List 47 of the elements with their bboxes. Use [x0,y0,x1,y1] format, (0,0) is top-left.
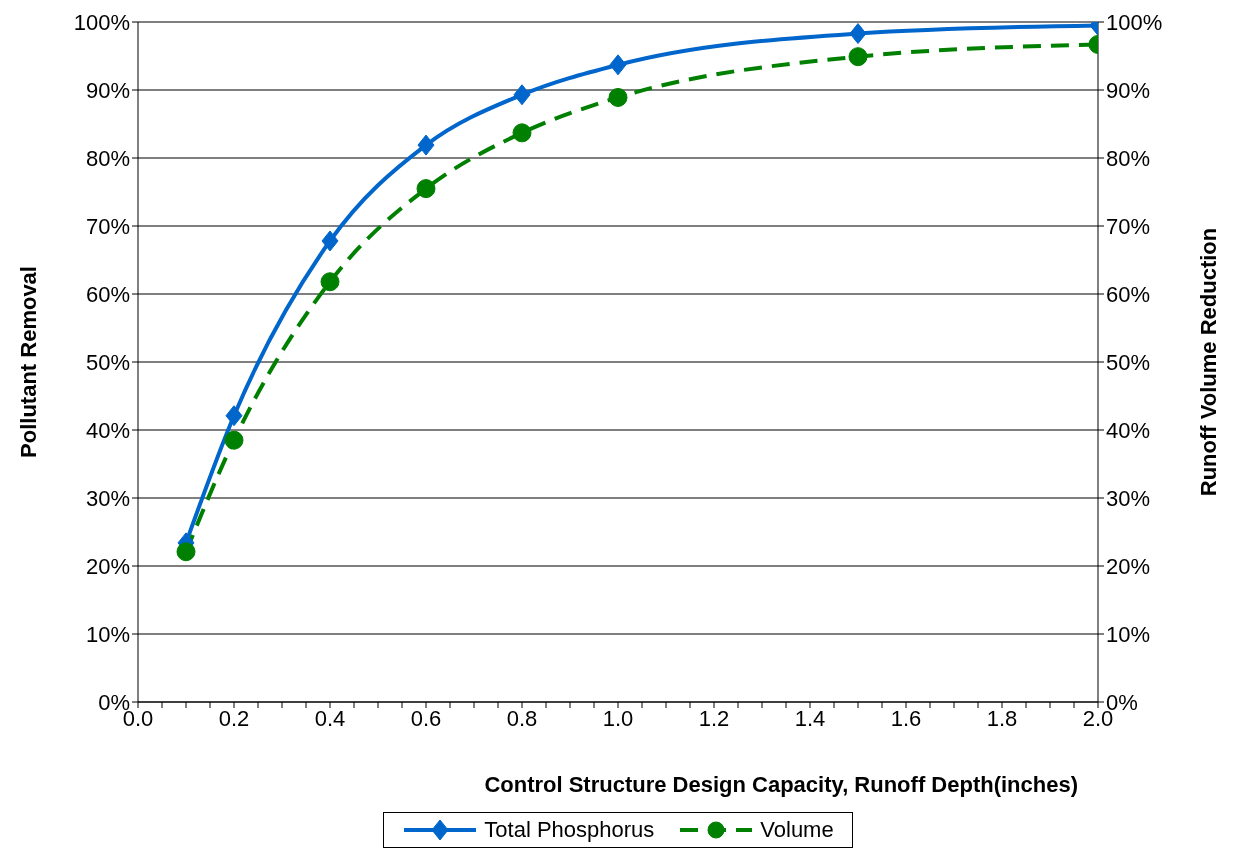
y-tick-label: 70% [85,213,130,239]
y2-tick-label: 10% [1106,621,1151,647]
y2-tick-label: 100% [1106,9,1163,35]
x-tick-label: 0.4 [314,705,346,731]
x-axis-title: Control Structure Design Capacity, Runoff Depth(inches) [484,772,1078,797]
point [176,542,196,562]
point [416,179,436,199]
y2-tick-label: 40% [1106,417,1151,443]
y-tick-label: 60% [85,281,130,307]
point [225,405,243,427]
y-tick-label: 50% [85,349,130,375]
y-tick-label: 10% [85,621,130,647]
y2-axis-title: Runoff Volume Reduction [1195,227,1221,497]
x-tick-label: 0.6 [410,705,442,731]
x-tick-label: 1.2 [698,705,730,731]
x-tick-label: 1.4 [794,705,826,731]
y2-tick-label: 20% [1106,553,1151,579]
y2-tick-label: 80% [1106,145,1151,171]
point [849,23,867,45]
x-tick-label: 1.0 [602,705,634,731]
point [848,47,868,67]
y-tick-label: 40% [85,417,130,443]
y-tick-label: 30% [85,485,130,511]
point [513,84,531,106]
legend-label: Total Phosphorus [484,817,655,843]
point [417,134,435,156]
y-tick-label: 20% [85,553,130,579]
x-tick-label: 0.8 [506,705,538,731]
y-tick-label: 90% [85,77,130,103]
legend-label: Volume [760,817,834,843]
y2-tick-label: 50% [1106,349,1151,375]
y-tick-label: 80% [85,145,130,171]
x-tick-label: 1.8 [986,705,1018,731]
y2-tick-label: 90% [1106,77,1151,103]
y-tick-label: 100% [73,9,130,35]
y2-tick-label: 30% [1106,485,1151,511]
point [224,430,244,450]
point [609,54,627,76]
point [320,272,340,292]
x-tick-label: 0.2 [218,705,250,731]
y2-tick-label: 60% [1106,281,1151,307]
y2-tick-label: 70% [1106,213,1151,239]
point [608,87,628,107]
x-tick-label: 1.6 [890,705,922,731]
point [512,123,532,143]
point [321,230,339,252]
y-axis-title: Pollutant Removal [15,266,41,458]
